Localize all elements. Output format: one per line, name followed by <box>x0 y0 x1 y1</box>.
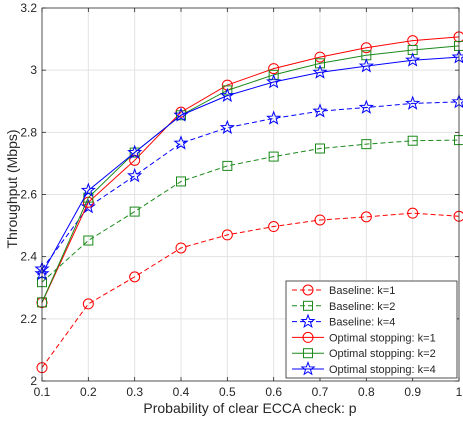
legend-label: Optimal stopping: k=4 <box>329 364 436 376</box>
x-tick-label: 0.6 <box>265 385 282 399</box>
x-tick-label: 1 <box>456 385 463 399</box>
x-tick-label: 0.7 <box>312 385 329 399</box>
x-tick-label: 0.5 <box>219 385 236 399</box>
y-tick-label: 2.8 <box>20 125 37 139</box>
legend: Baseline: k=1 Baseline: k=2 Baseline: k=4 O… <box>286 281 457 378</box>
y-tick-label: 3 <box>30 63 37 77</box>
legend-label: Baseline: k=1 <box>329 285 395 297</box>
y-tick-label: 2.2 <box>20 312 37 326</box>
legend-label: Baseline: k=4 <box>329 317 395 329</box>
x-axis-label: Probability of clear ECCA check: p <box>143 400 356 416</box>
y-axis-label: Throughput (Mbps) <box>4 129 20 248</box>
legend-label: Optimal stopping: k=1 <box>329 332 436 344</box>
y-tick-label: 3.2 <box>20 1 37 15</box>
legend-label: Optimal stopping: k=2 <box>329 348 436 360</box>
legend-label: Baseline: k=2 <box>329 301 395 313</box>
y-tick-label: 2.4 <box>20 250 37 264</box>
x-tick-label: 0.2 <box>80 385 97 399</box>
x-tick-label: 0.4 <box>173 385 190 399</box>
x-tick-label: 0.8 <box>358 385 375 399</box>
y-tick-label: 2 <box>30 374 37 388</box>
x-tick-label: 0.3 <box>126 385 143 399</box>
x-tick-label: 0.9 <box>404 385 421 399</box>
y-tick-label: 2.6 <box>20 188 37 202</box>
